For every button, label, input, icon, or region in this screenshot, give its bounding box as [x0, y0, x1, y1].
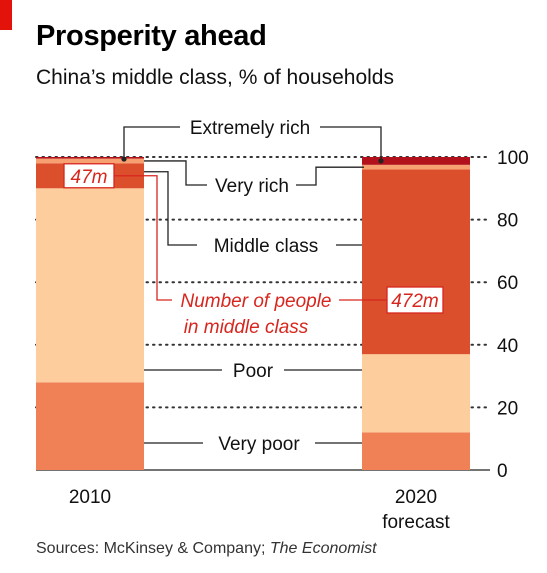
leader-number-of-people [114, 175, 172, 301]
bar-segment [362, 157, 470, 165]
bar-segment [362, 432, 470, 470]
x-tick-label: 2020 [395, 487, 437, 508]
leader-dot [121, 156, 127, 162]
x-tick-label: 2010 [69, 487, 111, 508]
leader-very-rich [144, 160, 207, 186]
chart-title: Prosperity ahead [36, 20, 267, 52]
y-tick-label: 100 [497, 148, 529, 169]
x-tick-label: forecast [382, 512, 450, 530]
y-tick-label: 0 [497, 461, 508, 482]
value-label: 47m [71, 167, 108, 188]
source-italic: The Economist [269, 540, 377, 557]
leader-extremely-rich [320, 126, 382, 161]
label-number-of-people: Number of people [180, 291, 331, 312]
label-very-poor: Very poor [218, 434, 300, 455]
x-axis-labels: 2010 2020 forecast [69, 487, 451, 530]
source-prefix: Sources: McKinsey & Company; [36, 540, 270, 557]
y-tick-label: 20 [497, 398, 518, 419]
stacked-bar-chart: Extremely rich Very rich Middle class Numbe… [35, 118, 529, 530]
y-tick-label: 40 [497, 336, 518, 357]
chart-subtitle: China’s middle class, % of households [36, 66, 394, 89]
bar-segment [36, 157, 144, 159]
value-box [63, 163, 115, 189]
y-tick-label: 60 [497, 273, 518, 294]
leader-very-rich [296, 166, 364, 186]
label-extremely-rich: Extremely rich [190, 118, 310, 139]
y-axis-ticks: 0 20 40 60 80 100 [497, 148, 529, 482]
callouts: Extremely rich Very rich Middle class Numbe… [63, 118, 444, 455]
bar-segment [36, 188, 144, 383]
source-note: Sources: McKinsey & Company; The Economi… [36, 540, 377, 558]
bar-segment [362, 354, 470, 433]
label-very-rich: Very rich [215, 176, 289, 197]
y-tick-label: 80 [497, 211, 518, 232]
label-number-of-people: in middle class [184, 317, 309, 338]
bar-segment [362, 164, 470, 170]
label-middle-class: Middle class [214, 236, 319, 257]
brand-tab [0, 0, 12, 30]
label-poor: Poor [233, 361, 274, 382]
leader-extremely-rich [123, 126, 180, 160]
leader-dot [378, 158, 384, 164]
value-box [386, 286, 444, 314]
bars [36, 157, 470, 470]
bar-segment [36, 382, 144, 470]
leader-middle-class [144, 171, 197, 246]
bar-segment [362, 169, 470, 355]
value-label: 472m [391, 291, 439, 312]
bar-segment [36, 158, 144, 164]
